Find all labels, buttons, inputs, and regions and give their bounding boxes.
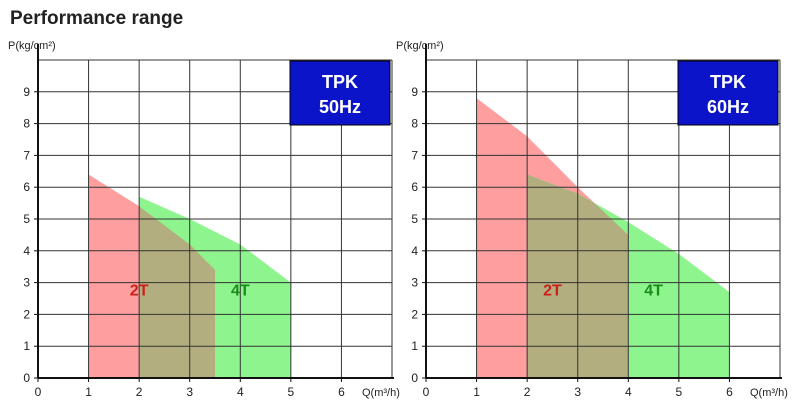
chart-panel-2: 0 1 2 3 4 5 6 0 1 2 3 4 5 6 7 8 9 P(kg/cm²) Q(m³/h) 2T 4T TPK… bbox=[396, 40, 788, 399]
badge-box bbox=[289, 60, 391, 126]
x-tick-label: 5 bbox=[676, 385, 683, 399]
badge-frequency-text: 50Hz bbox=[319, 97, 361, 117]
y-tick-label: 1 bbox=[411, 339, 418, 353]
x-axis-label: Q(m³/h) bbox=[750, 387, 788, 399]
badge-model-text: TPK bbox=[710, 72, 746, 92]
y-tick-label: 2 bbox=[411, 307, 418, 321]
series-label-4t: 4T bbox=[644, 282, 663, 299]
y-tick-label: 0 bbox=[411, 371, 418, 385]
x-axis-label: Q(m³/h) bbox=[362, 387, 400, 399]
y-tick-label: 4 bbox=[411, 244, 418, 258]
x-tick-label: 0 bbox=[423, 385, 430, 399]
x-tick-label: 0 bbox=[35, 385, 42, 399]
y-tick-label: 7 bbox=[23, 148, 30, 162]
y-tick-label: 4 bbox=[23, 244, 30, 258]
x-tick-label: 4 bbox=[237, 385, 244, 399]
series-label-2t: 2T bbox=[543, 282, 562, 299]
x-tick-label: 4 bbox=[625, 385, 632, 399]
x-tick-label: 6 bbox=[726, 385, 733, 399]
y-axis-label: P(kg/cm²) bbox=[8, 40, 56, 52]
x-tick-label: 5 bbox=[288, 385, 295, 399]
y-tick-label: 5 bbox=[411, 212, 418, 226]
y-tick-label: 8 bbox=[411, 117, 418, 131]
y-tick-label: 3 bbox=[411, 276, 418, 290]
badge-model-text: TPK bbox=[322, 72, 358, 92]
y-tick-label: 7 bbox=[411, 148, 418, 162]
y-tick-label: 2 bbox=[23, 307, 30, 321]
series-area-overlap bbox=[139, 206, 215, 378]
badge-box bbox=[677, 60, 779, 126]
x-tick-label: 2 bbox=[136, 385, 143, 399]
chart-panel-1: 0 1 2 3 4 5 6 0 1 2 3 4 5 6 7 8 9 P(kg/cm²) Q(m³/h) 2T 4T TPK… bbox=[8, 40, 400, 399]
series-label-4t: 4T bbox=[231, 282, 250, 299]
y-tick-label: 1 bbox=[23, 339, 30, 353]
y-tick-label: 5 bbox=[23, 212, 30, 226]
y-tick-label: 6 bbox=[23, 180, 30, 194]
y-tick-label: 0 bbox=[23, 371, 30, 385]
y-axis-label: P(kg/cm²) bbox=[396, 40, 444, 52]
y-tick-label: 8 bbox=[23, 117, 30, 131]
page-title: Performance range bbox=[10, 8, 184, 29]
y-tick-label: 9 bbox=[411, 85, 418, 99]
x-tick-label: 6 bbox=[338, 385, 345, 399]
x-tick-label: 3 bbox=[186, 385, 193, 399]
y-tick-label: 6 bbox=[411, 180, 418, 194]
x-tick-label: 1 bbox=[473, 385, 480, 399]
x-tick-label: 3 bbox=[574, 385, 581, 399]
badge-frequency-text: 60Hz bbox=[707, 97, 749, 117]
y-tick-label: 3 bbox=[23, 276, 30, 290]
y-tick-label: 9 bbox=[23, 85, 30, 99]
x-tick-label: 1 bbox=[85, 385, 92, 399]
series-label-2t: 2T bbox=[130, 282, 149, 299]
x-tick-label: 2 bbox=[524, 385, 531, 399]
